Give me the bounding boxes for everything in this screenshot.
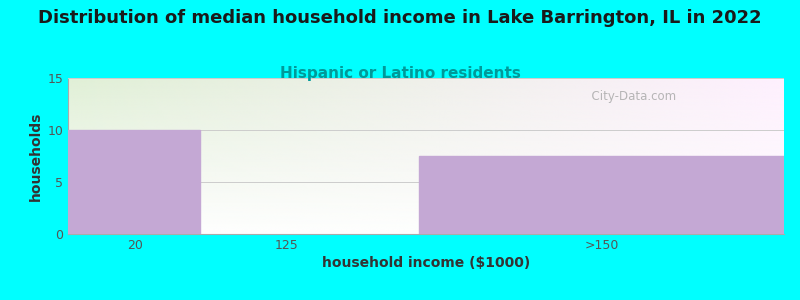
Text: Distribution of median household income in Lake Barrington, IL in 2022: Distribution of median household income … — [38, 9, 762, 27]
Bar — [419, 156, 784, 234]
Text: City-Data.com: City-Data.com — [583, 90, 676, 103]
Y-axis label: households: households — [29, 111, 43, 201]
Bar — [68, 130, 201, 234]
X-axis label: household income ($1000): household income ($1000) — [322, 256, 530, 270]
Text: Hispanic or Latino residents: Hispanic or Latino residents — [279, 66, 521, 81]
